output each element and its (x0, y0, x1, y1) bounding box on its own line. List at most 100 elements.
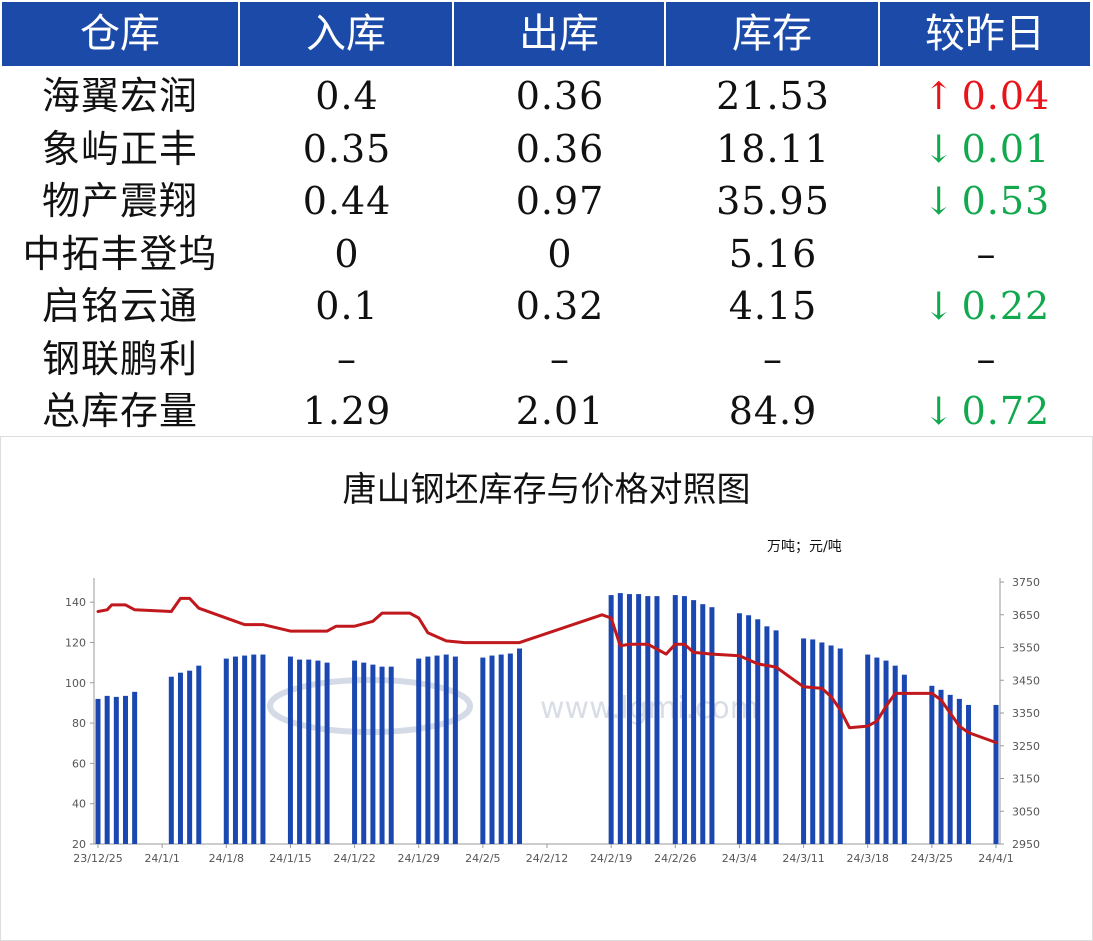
inventory-bar (388, 666, 394, 844)
change-number: 0.53 (961, 179, 1051, 223)
left-tick-label: 100 (65, 677, 86, 690)
change-number: 0.72 (961, 389, 1051, 433)
inventory-bar (507, 653, 513, 844)
inventory-bar (993, 704, 999, 844)
inventory-bar (95, 698, 101, 844)
table-row: 象屿正丰 0.35 0.36 18.11 ↓ 0.01 (0, 123, 1093, 175)
arrow-down-icon: ↓ (922, 389, 956, 433)
stock-value: 84.9 (728, 389, 818, 433)
table-row: 物产震翔 0.44 0.97 35.95 ↓ 0.53 (0, 175, 1093, 227)
inventory-bar (617, 593, 623, 844)
stock-value: 4.15 (728, 284, 818, 328)
left-tick-label: 40 (72, 798, 86, 811)
inventory-bar (489, 655, 495, 844)
inventory-bar (104, 695, 110, 844)
right-tick-label: 3750 (1012, 576, 1040, 589)
outbound-value: – (550, 336, 570, 381)
inventory-bar (132, 691, 138, 844)
stock-value: 18.11 (716, 126, 830, 171)
unit-label: 万吨；元/吨 (767, 539, 842, 555)
chart-title: 唐山钢坯库存与价格对照图 (342, 470, 751, 510)
inventory-bar (251, 654, 257, 844)
right-tick-label: 3350 (1012, 707, 1040, 720)
right-tick-label: 3650 (1012, 609, 1040, 622)
change-value: – (880, 333, 1093, 385)
inbound-value: 0.1 (315, 284, 379, 328)
right-tick-label: 3150 (1012, 773, 1040, 786)
warehouse-name: 物产震翔 (41, 179, 198, 223)
table-row: 钢联鹏利 – – – – (0, 333, 1093, 385)
change-value: ↑ 0.04 (880, 70, 1093, 122)
right-tick-label: 3250 (1012, 740, 1040, 753)
x-tick-label: 24/3/11 (782, 852, 824, 865)
inventory-bar (452, 656, 458, 844)
inventory-bar (196, 665, 202, 844)
warehouse-name: 钢联鹏利 (41, 336, 198, 381)
inventory-bar (691, 600, 697, 844)
x-tick-label: 24/3/25 (911, 852, 953, 865)
table-row: 启铭云通 0.1 0.32 4.15 ↓ 0.22 (0, 280, 1093, 332)
inventory-bar (874, 657, 880, 844)
arrow-down-icon: ↓ (922, 284, 956, 328)
inventory-bar (810, 639, 816, 844)
inventory-bar (626, 594, 632, 844)
inventory-bar (370, 664, 376, 844)
stock-value: – (763, 336, 783, 381)
inventory-bar (242, 655, 248, 844)
left-tick-label: 140 (65, 596, 86, 609)
right-tick-label: 2950 (1012, 838, 1040, 851)
price-line (96, 596, 998, 744)
inventory-bar (260, 654, 266, 844)
change-number: 0.01 (961, 126, 1051, 171)
inventory-bar (480, 657, 486, 844)
inventory-bar (425, 656, 431, 844)
inventory-bar (498, 654, 504, 844)
inventory-bar (681, 596, 687, 844)
inventory-bar (947, 694, 953, 844)
inventory-bar (819, 642, 825, 844)
x-tick-label: 24/2/19 (590, 852, 632, 865)
inventory-bar (801, 638, 807, 844)
left-tick-label: 120 (65, 636, 86, 649)
x-tick-label: 23/12/25 (73, 852, 122, 865)
inbound-value: 0.35 (302, 126, 392, 171)
inbound-value: – (337, 336, 357, 381)
inventory-bar (966, 704, 972, 844)
table-row: 总库存量 1.29 2.01 84.9 ↓ 0.72 (0, 385, 1093, 437)
arrow-up-icon: ↑ (922, 74, 956, 118)
inventory-bar (901, 674, 907, 844)
inventory-bar (177, 672, 183, 844)
inventory-bar (297, 659, 303, 844)
change-value: ↓ 0.53 (880, 175, 1093, 227)
inventory-bar (306, 659, 312, 844)
x-tick-label: 24/1/15 (269, 852, 311, 865)
table-row: 海翼宏润 0.4 0.36 21.53 ↑ 0.04 (0, 70, 1093, 122)
inventory-bar (929, 685, 935, 844)
table-row: 中拓丰登坞 0 0 5.16 – (0, 228, 1093, 280)
inventory-bar (168, 676, 174, 844)
outbound-value: 0.36 (515, 126, 605, 171)
stock-value: 35.95 (716, 179, 830, 223)
inventory-bar (938, 689, 944, 844)
outbound-value: 0 (547, 231, 573, 276)
warehouse-name: 启铭云通 (41, 284, 198, 328)
x-tick-label: 24/2/5 (465, 852, 500, 865)
warehouse-name: 海翼宏润 (41, 74, 198, 118)
inventory-bar (672, 595, 678, 844)
inventory-bar (764, 626, 770, 844)
x-tick-label: 24/1/8 (209, 852, 244, 865)
inventory-bar (379, 666, 385, 844)
change-value: – (880, 228, 1093, 280)
header-stock: 库存 (666, 2, 878, 66)
change-value: ↓ 0.01 (880, 123, 1093, 175)
stock-value: 5.16 (728, 231, 818, 276)
watermark-logo (267, 677, 473, 735)
x-tick-label: 24/2/12 (526, 852, 568, 865)
stock-price-chart: www.lgmi.com2040608010012014029503050315… (0, 436, 1093, 941)
stock-value: 21.53 (716, 74, 830, 118)
x-tick-label: 24/1/1 (144, 852, 179, 865)
inbound-value: 0 (334, 231, 360, 276)
inventory-bar (324, 662, 330, 844)
warehouse-name: 象屿正丰 (41, 126, 198, 171)
inbound-value: 1.29 (302, 389, 392, 433)
